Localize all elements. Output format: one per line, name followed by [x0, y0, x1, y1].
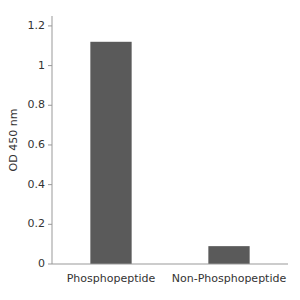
bars	[90, 42, 249, 264]
y-tick-label: 0.4	[28, 178, 46, 191]
x-axis-line	[52, 264, 288, 265]
y-tick-label: 1	[38, 59, 45, 72]
y-tick	[48, 224, 52, 225]
y-axis-line	[52, 16, 53, 264]
y-tick	[48, 144, 52, 145]
y-tick-label: 0	[38, 257, 45, 270]
y-tick	[48, 25, 52, 26]
x-tick-label: Non-Phosphopeptide	[172, 272, 287, 285]
bar	[208, 246, 249, 264]
y-tick	[48, 264, 52, 265]
chart-container: 0 0.2 0.4 0.6 0.8 1 1.2 Phosphopeptide Non-Phosp…	[0, 0, 300, 300]
x-tick-label: Phosphopeptide	[67, 272, 156, 285]
bar	[90, 42, 131, 264]
chart: 0 0.2 0.4 0.6 0.8 1 1.2 Phosphopeptide Non-Phosp…	[0, 0, 300, 300]
y-tick	[48, 65, 52, 66]
y-tick-label: 0.8	[28, 98, 46, 111]
y-axis-label: OD 450 nm	[7, 109, 20, 172]
y-tick-label: 1.2	[28, 19, 46, 32]
y-tick-label: 0.2	[28, 217, 46, 230]
y-tick-label: 0.6	[28, 138, 46, 151]
y-tick	[48, 105, 52, 106]
y-tick	[48, 184, 52, 185]
